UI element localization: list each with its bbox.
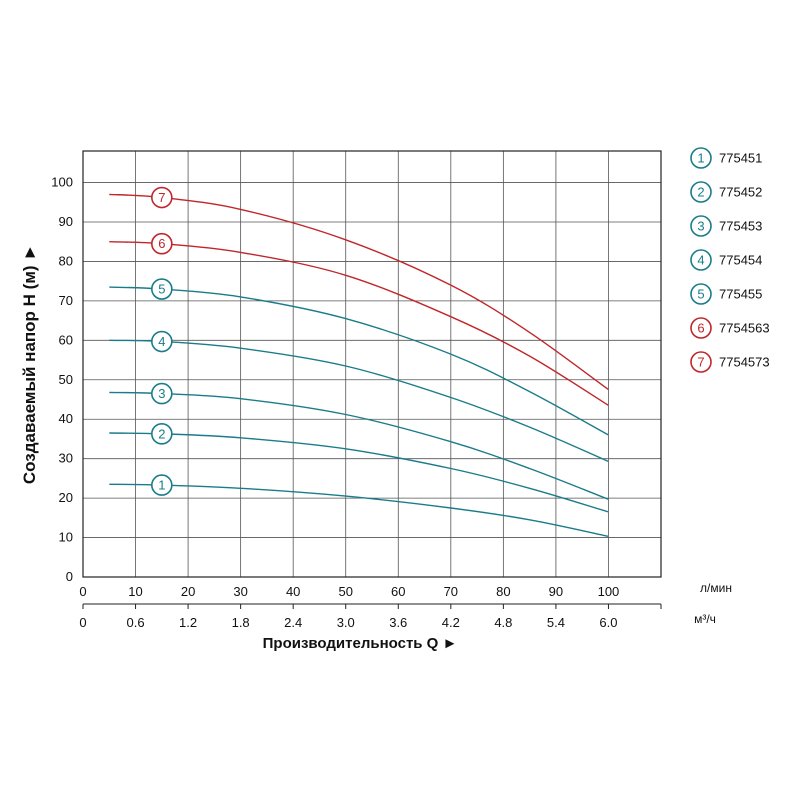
y-tick-label: 10 <box>59 530 73 545</box>
legend: 1 775451 2 775452 3 775453 4 775454 5 775455 6 7754… <box>690 147 770 373</box>
x-axis-primary: 0 10 20 30 40 50 60 70 80 90 100 <box>79 584 662 609</box>
legend-item-5: 5 775455 <box>690 283 762 305</box>
x-tick-label-secondary: 2.4 <box>284 615 302 630</box>
grid <box>83 151 661 577</box>
legend-number: 3 <box>697 219 704 234</box>
legend-label: 775452 <box>719 185 762 200</box>
y-axis-ticks: 0 10 20 30 40 50 60 70 80 90 100 <box>51 175 73 584</box>
x-tick-label-primary: 0 <box>79 584 86 599</box>
x-tick-label-primary: 30 <box>233 584 247 599</box>
x-tick-label-secondary: 4.8 <box>494 615 512 630</box>
legend-label: 7754563 <box>719 321 770 336</box>
x-tick-label-primary: 60 <box>391 584 405 599</box>
x-unit-secondary: м³/ч <box>694 612 716 626</box>
x-tick-label-secondary: 6.0 <box>599 615 617 630</box>
x-tick-label-primary: 50 <box>338 584 352 599</box>
x-tick-label-secondary: 0.6 <box>127 615 145 630</box>
y-tick-label: 70 <box>59 293 73 308</box>
curve-marker-4: 4 <box>151 330 173 353</box>
x-tick-label-primary: 90 <box>549 584 563 599</box>
legend-item-7: 7 7754573 <box>690 351 770 373</box>
marker-circle <box>151 382 173 405</box>
y-tick-label: 20 <box>59 490 73 505</box>
legend-number: 5 <box>697 287 704 302</box>
x-tick-label-primary: 10 <box>128 584 142 599</box>
marker-circle <box>151 232 173 255</box>
legend-circle <box>690 147 712 169</box>
x-tick-label-secondary: 5.4 <box>547 615 565 630</box>
x-unit-primary: л/мин <box>700 581 732 595</box>
curve-marker-3: 3 <box>151 382 173 405</box>
legend-label: 775451 <box>719 151 762 166</box>
marker-number: 6 <box>158 236 165 251</box>
y-tick-label: 80 <box>59 253 73 268</box>
legend-number: 6 <box>697 321 704 336</box>
legend-label: 775455 <box>719 287 762 302</box>
x-tick-label-secondary: 4.2 <box>442 615 460 630</box>
x-tick-label-secondary: 1.2 <box>179 615 197 630</box>
curve-marker-5: 5 <box>151 278 173 300</box>
x-tick-label-secondary: 3.6 <box>389 615 407 630</box>
x-axis-secondary: 0 0.6 1.2 1.8 2.4 3.0 3.6 4.2 4.8 5.4 6.0 <box>79 615 617 630</box>
x-tick-label-primary: 20 <box>181 584 195 599</box>
y-tick-label: 60 <box>59 332 73 347</box>
x-tick-label-primary: 80 <box>496 584 510 599</box>
curve-marker-6: 6 <box>151 232 173 255</box>
y-axis-label: Создаваемый напор H (м) ► <box>20 244 39 484</box>
legend-circle <box>690 249 712 271</box>
y-tick-label: 90 <box>59 214 73 229</box>
legend-number: 7 <box>697 355 704 370</box>
marker-number: 1 <box>158 478 165 493</box>
y-tick-label: 30 <box>59 451 73 466</box>
y-tick-label: 50 <box>59 372 73 387</box>
curve-marker-7: 7 <box>151 186 173 209</box>
curves: 1 2 3 4 5 6 7 <box>109 186 609 538</box>
curve-marker-1: 1 <box>151 474 173 496</box>
plot-frame <box>82 150 662 578</box>
x-tick-label-primary: 70 <box>444 584 458 599</box>
y-tick-label: 40 <box>59 411 73 426</box>
legend-label: 775454 <box>719 253 762 268</box>
legend-number: 4 <box>697 253 704 268</box>
legend-item-1: 1 775451 <box>690 147 762 169</box>
legend-number: 2 <box>697 185 704 200</box>
legend-circle <box>690 181 712 203</box>
legend-number: 1 <box>697 151 704 166</box>
x-tick-label-secondary: 1.8 <box>232 615 250 630</box>
legend-item-2: 2 775452 <box>690 181 762 203</box>
x-tick-label-primary: 100 <box>598 584 620 599</box>
y-tick-label: 0 <box>66 569 73 584</box>
x-tick-label-secondary: 0 <box>79 615 86 630</box>
marker-circle <box>151 474 173 496</box>
legend-circle <box>690 351 712 373</box>
marker-circle <box>151 330 173 353</box>
marker-number: 3 <box>158 386 165 401</box>
legend-label: 775453 <box>719 219 762 234</box>
marker-circle <box>151 186 173 209</box>
marker-number: 4 <box>158 334 165 349</box>
curve-marker-2: 2 <box>151 423 173 445</box>
legend-circle <box>690 283 712 305</box>
marker-circle <box>151 423 173 445</box>
marker-number: 2 <box>158 426 165 441</box>
marker-number: 7 <box>158 190 165 205</box>
legend-item-3: 3 775453 <box>690 215 762 237</box>
marker-number: 5 <box>158 282 165 297</box>
x-axis-label: Производительность Q ► <box>263 635 458 652</box>
x-tick-label-secondary: 3.0 <box>337 615 355 630</box>
marker-circle <box>151 278 173 300</box>
legend-item-4: 4 775454 <box>690 249 762 271</box>
legend-circle <box>690 215 712 237</box>
y-tick-label: 100 <box>51 175 73 190</box>
x-tick-label-primary: 40 <box>286 584 300 599</box>
legend-circle <box>690 317 712 339</box>
legend-label: 7754573 <box>719 355 770 370</box>
legend-item-6: 6 7754563 <box>690 317 770 339</box>
